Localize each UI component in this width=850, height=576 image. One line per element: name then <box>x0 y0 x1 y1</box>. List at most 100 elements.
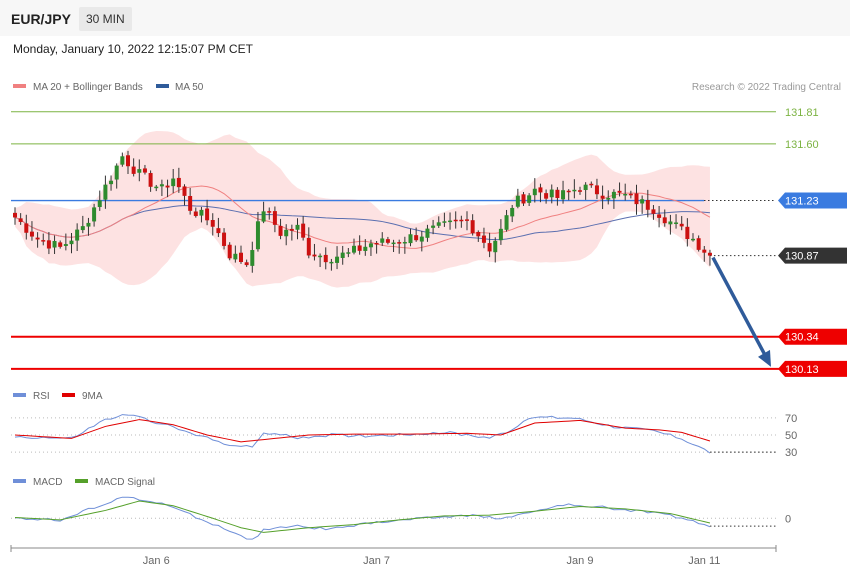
candle-body <box>199 209 204 216</box>
candle <box>352 238 356 255</box>
candle-body <box>634 193 639 205</box>
candle <box>340 245 345 265</box>
macd-series-1 <box>14 500 711 533</box>
candle <box>544 189 549 204</box>
candle-body <box>103 184 108 200</box>
symbol-title: EUR/JPY <box>11 11 71 27</box>
candle <box>368 239 373 256</box>
candle <box>318 253 323 268</box>
ma20-legend-swatch <box>13 84 26 88</box>
timeframe-badge[interactable]: 30 MIN <box>79 7 132 31</box>
candle-body <box>589 183 594 186</box>
candle <box>527 193 532 207</box>
candle-body <box>278 225 283 236</box>
candle <box>436 216 441 229</box>
candle-body <box>402 241 407 244</box>
candle-body <box>572 189 577 192</box>
candle-body <box>532 188 537 196</box>
candle <box>431 219 436 235</box>
candle-body <box>368 243 373 248</box>
candle-body <box>380 238 385 243</box>
candle <box>188 187 193 215</box>
candle-body <box>419 236 424 242</box>
candle-body <box>97 200 102 208</box>
candle-body <box>679 223 684 227</box>
candle-body <box>425 228 430 238</box>
candle <box>210 213 215 236</box>
candle <box>176 167 181 193</box>
candle-body <box>442 221 447 223</box>
candle-body <box>657 214 662 218</box>
candle <box>532 178 537 203</box>
candle <box>611 189 616 209</box>
candle-body <box>561 190 566 200</box>
candle-body <box>52 241 57 248</box>
candle <box>657 206 662 228</box>
candle-body <box>600 195 605 199</box>
candle-body <box>267 211 272 213</box>
candle <box>272 206 277 233</box>
candle <box>205 199 210 226</box>
candle-body <box>640 199 645 204</box>
candle <box>691 233 695 242</box>
candle <box>222 228 227 250</box>
candle <box>301 216 306 241</box>
candle <box>69 232 74 254</box>
candle <box>154 184 159 192</box>
forecast-arrow-head <box>758 349 771 367</box>
rsi-series-1 <box>14 419 711 443</box>
candle <box>13 207 17 225</box>
candle-body <box>193 211 198 217</box>
time-tick-label-3: Jan 11 <box>688 555 720 567</box>
candle <box>459 215 464 228</box>
candle-body <box>35 237 40 240</box>
candle <box>498 219 503 245</box>
candle <box>425 224 430 242</box>
rsi-legend-label: RSI <box>33 391 50 402</box>
candle <box>679 216 684 231</box>
candle <box>329 258 334 271</box>
macd-tick-label-0: 0 <box>785 513 791 525</box>
candle <box>408 228 413 247</box>
candle-body <box>498 228 503 241</box>
candle-body <box>188 195 193 211</box>
candle <box>549 184 554 204</box>
candle <box>52 235 57 254</box>
candle <box>357 235 362 255</box>
rsi-legend: RSI 9MA <box>13 391 103 402</box>
candle-body <box>114 165 119 180</box>
candle <box>239 245 243 264</box>
candle-body <box>566 190 571 193</box>
candle <box>284 224 289 246</box>
candle-body <box>414 235 419 241</box>
candle <box>114 163 119 189</box>
candle-body <box>301 223 306 238</box>
candle-body <box>18 218 23 222</box>
candle-body <box>233 253 238 260</box>
ma50-legend-label: MA 50 <box>175 82 204 93</box>
report-datetime: Monday, January 10, 2022 12:15:07 PM CET <box>13 42 253 56</box>
candle-body <box>685 226 690 240</box>
candle <box>103 175 108 209</box>
candle-body <box>205 208 210 221</box>
candle-body <box>691 238 695 241</box>
candle <box>589 181 594 188</box>
candle <box>465 211 469 231</box>
candle-body <box>165 185 170 188</box>
candle <box>702 245 707 262</box>
candle-body <box>453 219 458 222</box>
candle <box>363 239 368 256</box>
candle-body <box>544 193 549 199</box>
candle <box>171 168 176 194</box>
candle-body <box>171 178 176 187</box>
candle <box>668 214 673 235</box>
candle <box>199 206 204 223</box>
candle <box>255 211 260 252</box>
candle <box>578 186 582 195</box>
candle-body <box>448 220 453 223</box>
rsi-legend-swatch <box>13 393 26 397</box>
candle <box>696 235 701 252</box>
candle <box>131 158 136 177</box>
candle-body <box>261 211 266 222</box>
